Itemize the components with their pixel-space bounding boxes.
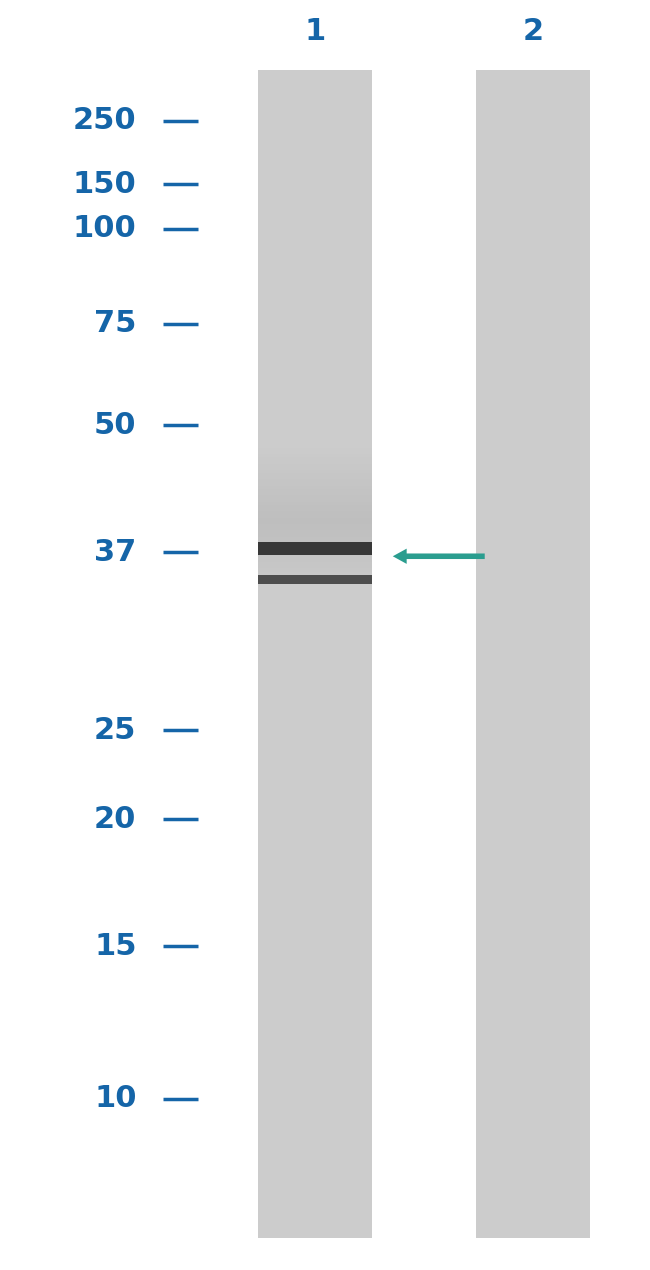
Text: 50: 50 [94, 411, 136, 439]
Bar [259, 486, 372, 489]
Bar [259, 476, 372, 479]
Bar [259, 574, 372, 584]
Bar [259, 483, 372, 485]
Bar [259, 464, 372, 466]
Bar [259, 572, 372, 574]
Text: 15: 15 [94, 932, 136, 960]
Bar [259, 561, 372, 565]
Bar [259, 470, 372, 472]
Text: 10: 10 [94, 1085, 136, 1113]
Text: 37: 37 [94, 538, 136, 566]
Bar [259, 479, 372, 483]
Bar [259, 457, 372, 461]
Text: 20: 20 [94, 805, 136, 833]
Bar [259, 491, 372, 495]
Bar [259, 544, 372, 546]
Bar [259, 474, 372, 476]
Bar [259, 495, 372, 498]
Bar [476, 70, 590, 1238]
Bar [259, 466, 372, 470]
Bar [259, 536, 372, 540]
Bar [259, 448, 372, 451]
Text: 25: 25 [94, 716, 136, 744]
Bar [259, 559, 372, 561]
Bar [259, 518, 372, 521]
Bar [259, 556, 372, 559]
Bar [259, 461, 372, 464]
Bar [259, 514, 372, 518]
Text: 75: 75 [94, 310, 136, 338]
Bar [259, 569, 372, 572]
Bar [259, 549, 372, 552]
Bar [259, 531, 372, 533]
Bar [259, 502, 372, 505]
Text: 1: 1 [305, 18, 326, 46]
Bar [259, 552, 372, 556]
Bar [259, 451, 372, 455]
Bar [259, 523, 372, 527]
Bar [259, 582, 372, 584]
Bar [259, 499, 372, 502]
Bar [259, 455, 372, 457]
Text: 100: 100 [73, 215, 136, 243]
Bar [259, 546, 372, 549]
Text: 250: 250 [73, 107, 136, 135]
Bar [259, 540, 372, 544]
Text: 150: 150 [73, 170, 136, 198]
Bar [259, 527, 372, 531]
Bar [259, 521, 372, 523]
Bar [259, 508, 372, 511]
Text: 2: 2 [523, 18, 543, 46]
Bar [259, 511, 372, 514]
Bar [259, 578, 372, 582]
Bar [259, 533, 372, 537]
Bar [259, 542, 372, 555]
Bar [259, 489, 372, 491]
Bar [259, 70, 372, 1238]
Bar [259, 565, 372, 569]
Bar [259, 574, 372, 578]
Bar [259, 505, 372, 508]
